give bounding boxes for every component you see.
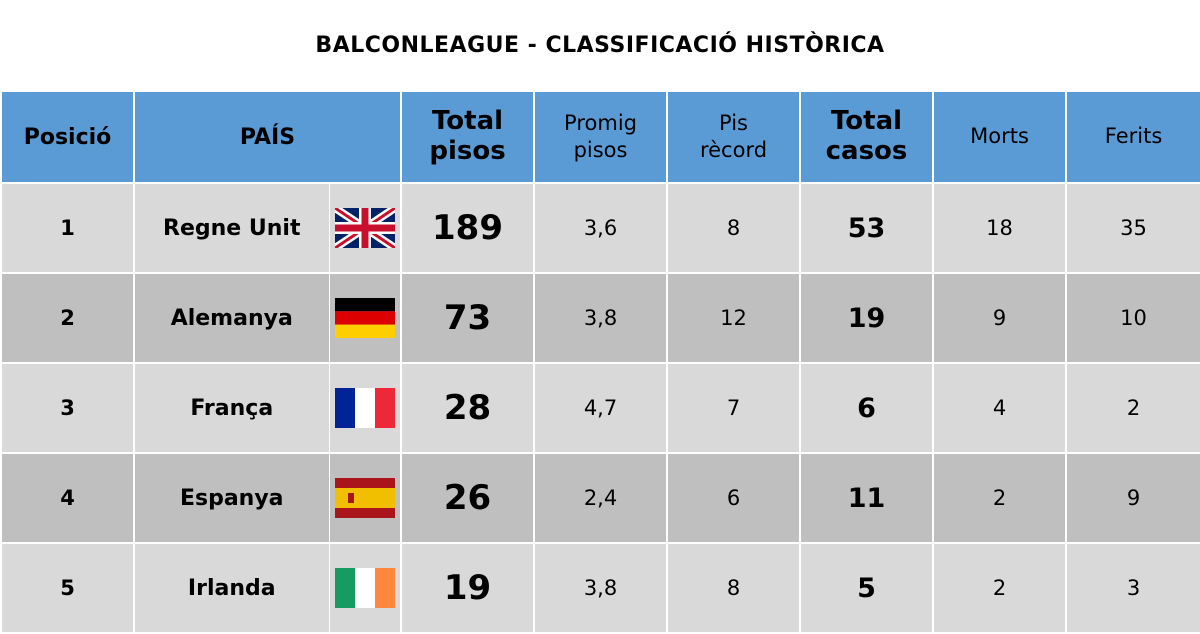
header-total-pisos: Total pisos (400, 90, 536, 184)
cell-record: 8 (666, 182, 802, 274)
header-pis-record: Pis rècord (666, 90, 802, 184)
france-flag-icon (334, 388, 395, 428)
cell-pais: Espanya (133, 452, 330, 544)
header-total-pisos-line1: Total (432, 106, 504, 137)
cell-pais: Irlanda (133, 542, 330, 634)
table-row: 1 Regne Unit 189 3,6 8 53 18 35 (0, 182, 1200, 274)
header-ferits: Ferits (1065, 90, 1200, 184)
cell-ferits: 2 (1065, 362, 1200, 454)
cell-morts: 2 (932, 452, 1068, 544)
header-row: Posició PAÍS Total pisos Promig pisos Pi… (0, 90, 1200, 184)
cell-morts: 18 (932, 182, 1068, 274)
cell-total-pisos: 28 (400, 362, 536, 454)
cell-casos: 5 (799, 542, 935, 634)
cell-flag (328, 542, 403, 634)
cell-posicio: 5 (0, 542, 135, 634)
cell-morts: 4 (932, 362, 1068, 454)
cell-promig: 3,6 (533, 182, 669, 274)
header-casos-line2: casos (825, 136, 908, 166)
header-pais: PAÍS (132, 90, 403, 184)
cell-casos: 11 (799, 452, 935, 544)
cell-record: 7 (666, 362, 802, 454)
header-morts: Morts (932, 90, 1068, 184)
table-row: 2 Alemanya 73 3,8 12 19 9 10 (0, 272, 1200, 364)
cell-casos: 19 (799, 272, 935, 364)
uk-flag-icon (334, 208, 395, 248)
cell-promig: 2,4 (533, 452, 669, 544)
header-promig-pisos: Promig pisos (533, 90, 669, 184)
cell-record: 8 (666, 542, 802, 634)
header-record-line2: rècord (699, 138, 768, 162)
cell-ferits: 3 (1065, 542, 1200, 634)
cell-pais: Alemanya (133, 272, 330, 364)
cell-posicio: 2 (0, 272, 135, 364)
cell-casos: 6 (799, 362, 935, 454)
cell-record: 12 (666, 272, 802, 364)
ranking-table: Posició PAÍS Total pisos Promig pisos Pi… (0, 90, 1200, 634)
table-row: 3 França 28 4,7 7 6 4 2 (0, 362, 1200, 454)
cell-ferits: 9 (1065, 452, 1200, 544)
cell-flag (328, 182, 403, 274)
cell-posicio: 4 (0, 452, 135, 544)
ireland-flag-icon (334, 568, 395, 608)
spain-flag-icon (334, 478, 395, 518)
cell-posicio: 1 (0, 182, 135, 274)
cell-total-pisos: 26 (400, 452, 536, 544)
cell-posicio: 3 (0, 362, 135, 454)
header-promig-line2: pisos (573, 138, 628, 162)
header-morts-label: Morts (970, 124, 1029, 149)
page-title: BALCONLEAGUE - CLASSIFICACIÓ HISTÒRICA (315, 32, 885, 58)
cell-total-pisos: 189 (400, 182, 536, 274)
header-casos-line1: Total (831, 106, 903, 137)
table-row: 5 Irlanda 19 3,8 8 5 2 3 (0, 542, 1200, 634)
header-total-casos: Total casos (799, 90, 935, 184)
title-bar: BALCONLEAGUE - CLASSIFICACIÓ HISTÒRICA (0, 0, 1200, 90)
cell-pais: França (133, 362, 330, 454)
header-posicio-label: Posició (23, 124, 112, 150)
cell-flag (328, 362, 403, 454)
header-ferits-label: Ferits (1104, 124, 1163, 149)
cell-ferits: 10 (1065, 272, 1200, 364)
header-posicio: Posició (0, 90, 135, 184)
cell-flag (328, 272, 403, 364)
cell-morts: 9 (932, 272, 1068, 364)
cell-promig: 4,7 (533, 362, 669, 454)
cell-total-pisos: 19 (400, 542, 536, 634)
header-pais-label: PAÍS (239, 124, 296, 150)
cell-promig: 3,8 (533, 542, 669, 634)
cell-ferits: 35 (1065, 182, 1200, 274)
cell-promig: 3,8 (533, 272, 669, 364)
cell-casos: 53 (799, 182, 935, 274)
cell-morts: 2 (932, 542, 1068, 634)
header-total-pisos-line2: pisos (429, 136, 506, 166)
germany-flag-icon (334, 298, 395, 338)
cell-pais: Regne Unit (133, 182, 330, 274)
table-row: 4 Espanya 26 2,4 6 11 2 9 (0, 452, 1200, 544)
header-record-line1: Pis (719, 110, 748, 135)
cell-record: 6 (666, 452, 802, 544)
header-promig-line1: Promig (564, 110, 637, 135)
cell-total-pisos: 73 (400, 272, 536, 364)
cell-flag (328, 452, 403, 544)
